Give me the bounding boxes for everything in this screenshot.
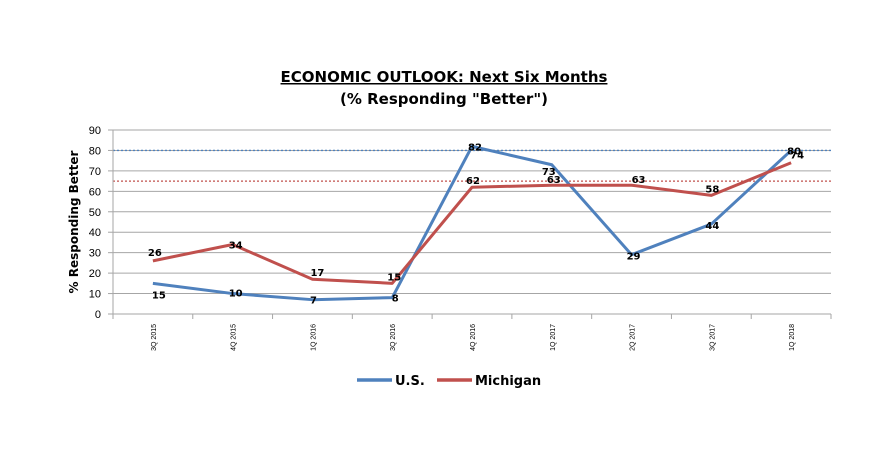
data-label: 15 — [152, 290, 166, 301]
x-tick-label: 3Q 2016 — [390, 324, 397, 351]
y-tick-label: 60 — [89, 186, 101, 198]
data-label: 74 — [790, 151, 804, 162]
data-label: 15 — [387, 272, 401, 283]
chart-subtitle: (% Responding "Better") — [340, 90, 548, 108]
data-label: 44 — [705, 221, 719, 232]
legend-label: U.S. — [395, 374, 425, 389]
gridlines — [108, 129, 831, 315]
series-line-michigan — [152, 161, 792, 285]
x-tick-label: 1Q 2017 — [550, 324, 557, 351]
x-tick-label: 1Q 2016 — [310, 324, 317, 351]
data-label: 58 — [705, 184, 719, 195]
axes — [112, 130, 832, 319]
data-label: 26 — [148, 248, 162, 259]
series-line-us — [152, 144, 793, 302]
data-label: 63 — [547, 175, 561, 186]
x-tick-label: 2Q 2017 — [630, 324, 637, 351]
data-label: 17 — [310, 268, 324, 279]
y-tick-label: 10 — [89, 289, 101, 301]
data-label: 8 — [392, 294, 399, 305]
y-tick-label: 20 — [89, 268, 101, 280]
data-label: 29 — [627, 252, 641, 263]
data-label: 62 — [466, 176, 480, 187]
y-tick-label: 90 — [89, 125, 101, 137]
y-tick-label: 80 — [89, 145, 101, 157]
data-label: 63 — [632, 175, 646, 186]
legend: U.S. Michigan — [357, 374, 541, 389]
y-tick-label: 30 — [89, 248, 101, 260]
y-tick-label: 50 — [89, 207, 101, 219]
y-tick-label: 0 — [95, 309, 101, 321]
data-label: 80 — [787, 146, 801, 157]
y-tick-label: 40 — [89, 227, 101, 239]
y-tick-labels: 0 10 20 30 40 50 60 70 80 90 — [89, 125, 101, 321]
x-tick-label: 4Q 2016 — [470, 324, 477, 351]
x-tick-label: 1Q 2018 — [789, 324, 796, 351]
data-label: 82 — [468, 142, 482, 153]
data-label: 7 — [310, 296, 317, 307]
legend-label: Michigan — [475, 374, 541, 389]
y-tick-label: 70 — [89, 166, 101, 178]
series-lines — [152, 144, 793, 302]
x-tick-labels: 3Q 2015 4Q 2015 1Q 2016 3Q 2016 4Q 2016 1Q 20… — [151, 324, 796, 351]
data-label: 34 — [229, 240, 243, 251]
data-labels: 15 10 7 8 82 73 29 44 80 26 34 17 15 62 63 63 58 74 — [148, 142, 804, 306]
data-label: 73 — [542, 167, 556, 178]
chart-title: ECONOMIC OUTLOOK: Next Six Months — [281, 68, 608, 86]
x-tick-label: 4Q 2015 — [231, 324, 238, 351]
x-tick-label: 3Q 2017 — [709, 324, 716, 351]
x-tick-label: 3Q 2015 — [151, 324, 158, 351]
y-axis-label: % Responding Better — [67, 150, 81, 293]
data-label: 10 — [229, 289, 243, 300]
